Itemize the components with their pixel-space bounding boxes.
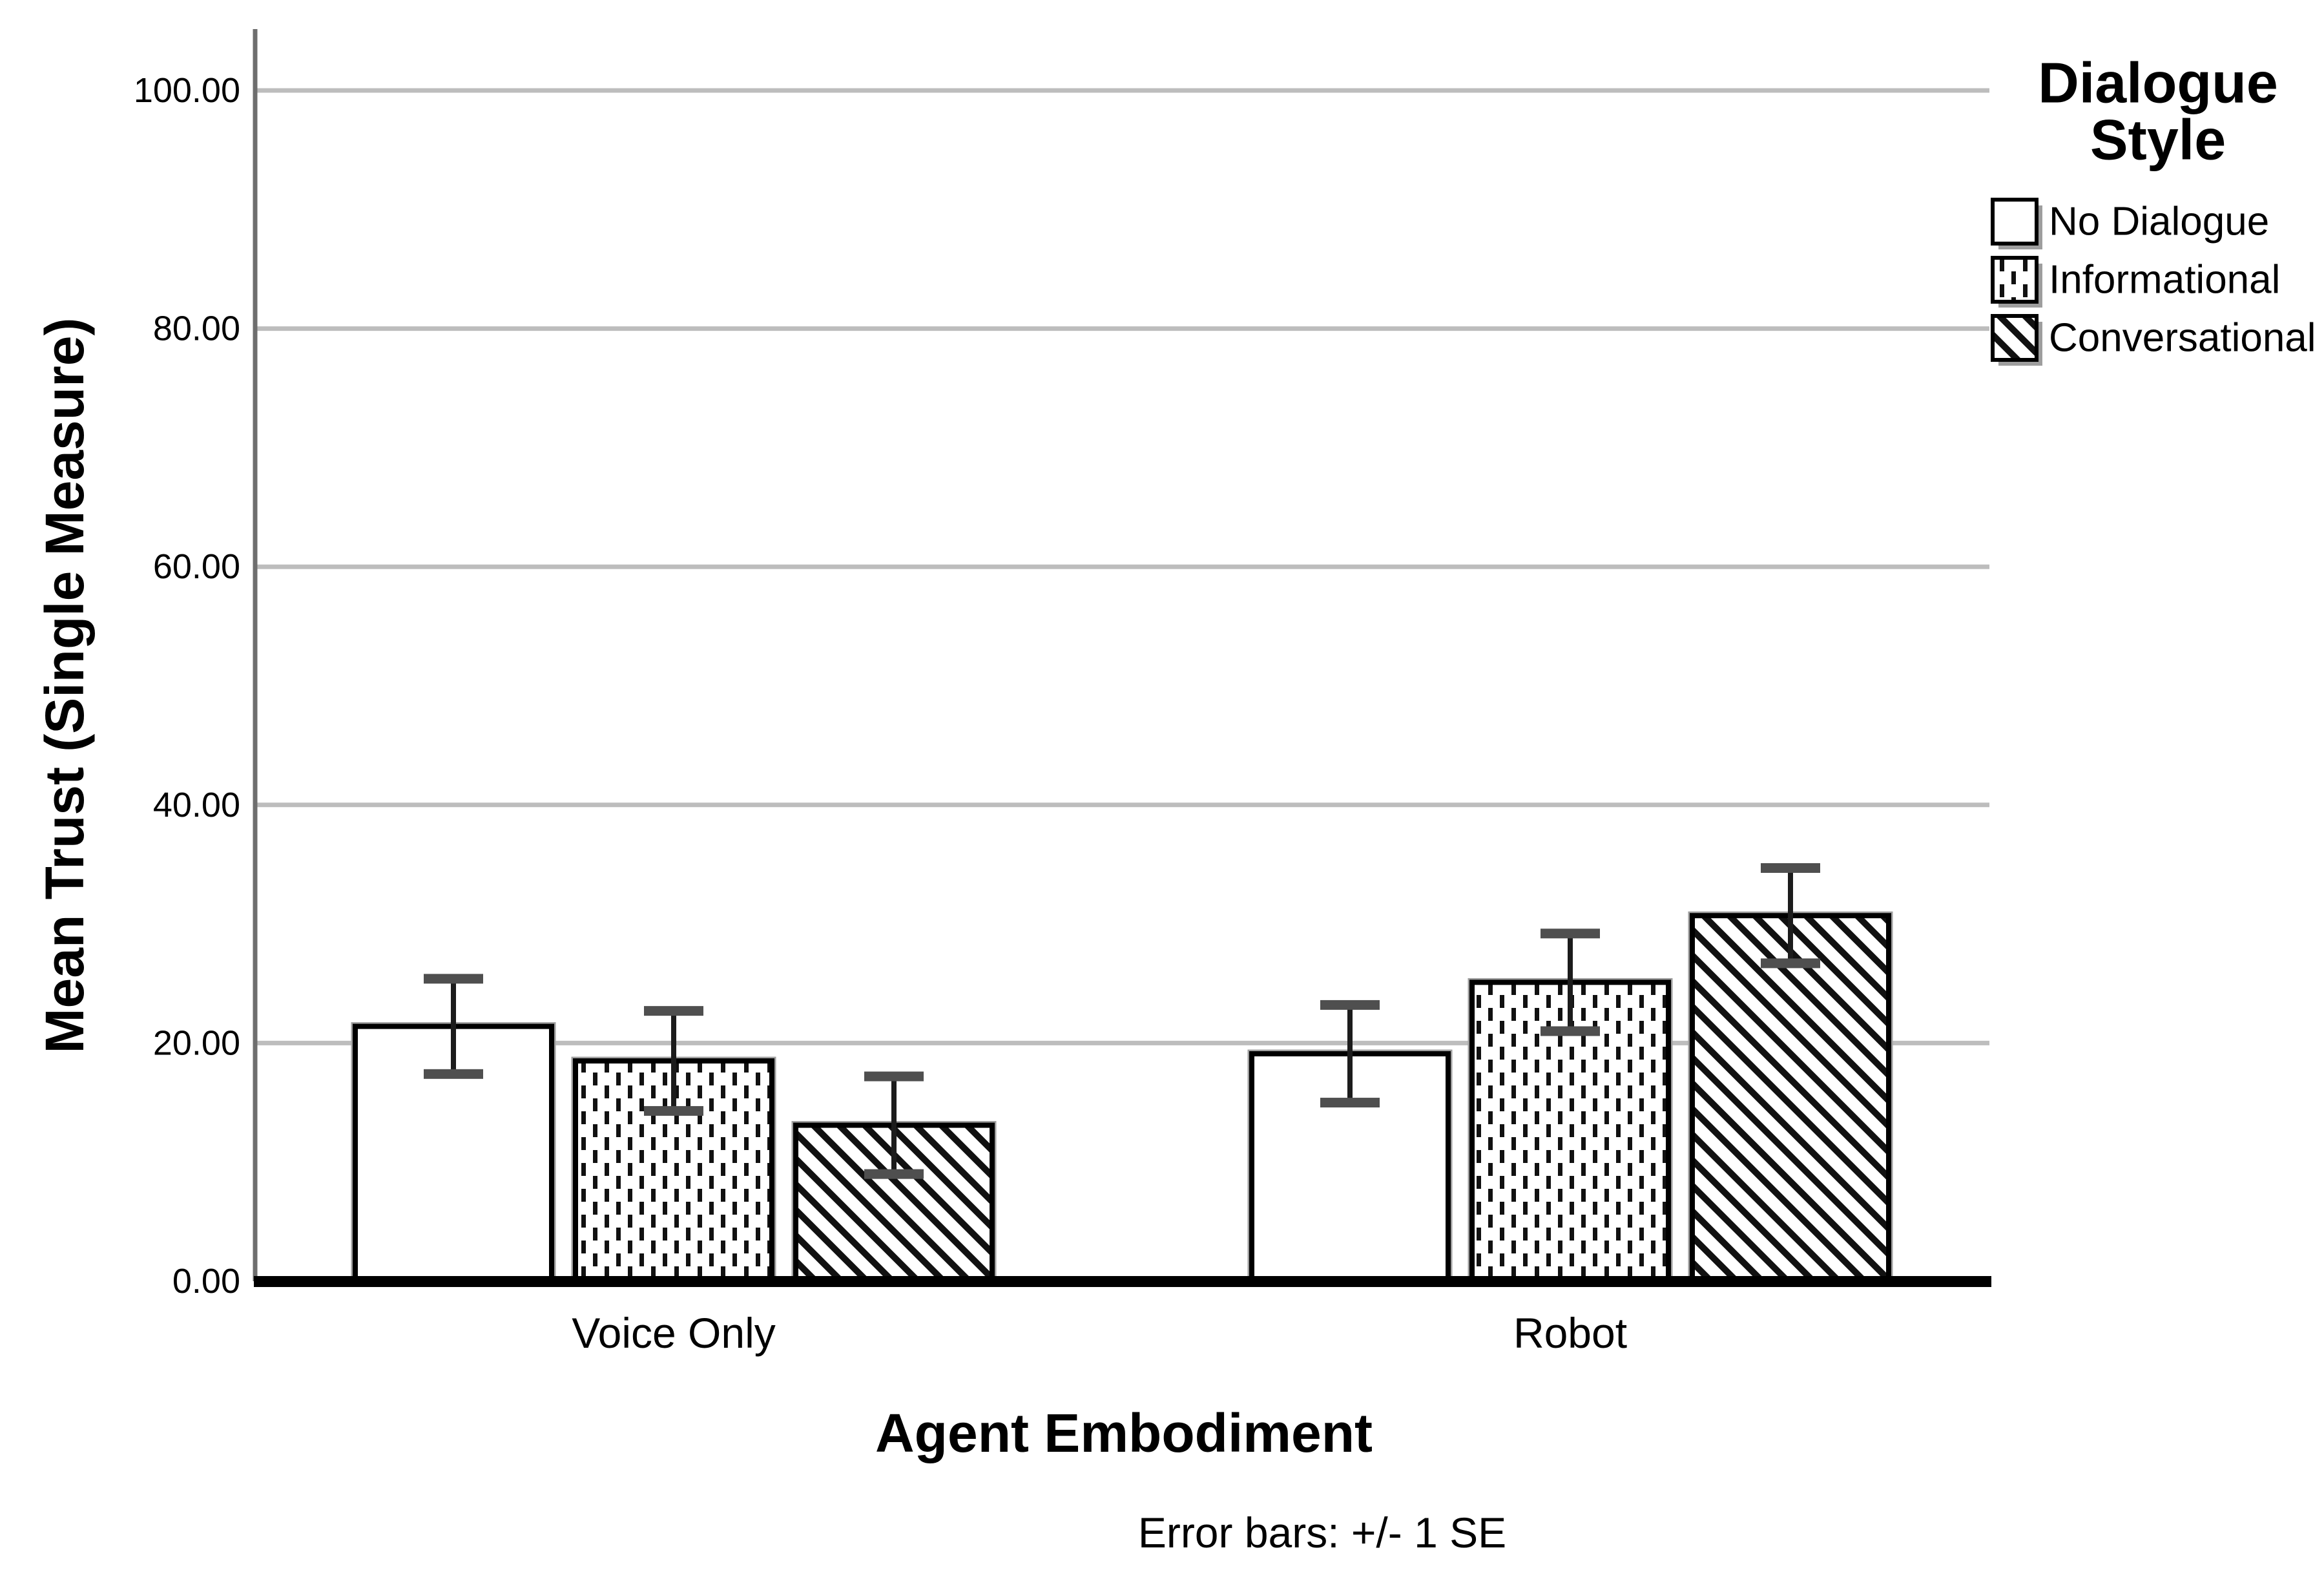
error-cap-bottom-no-dialogue-voice-only	[424, 1069, 483, 1079]
x-category-label-voice-only: Voice Only	[572, 1309, 776, 1357]
bar-conversational-robot	[1690, 913, 1891, 1284]
y-tick-label-100.00: 100.00	[134, 71, 240, 110]
x-axis-title: Agent Embodiment	[875, 1403, 1373, 1463]
legend-item-label-informational: Informational	[2049, 258, 2280, 302]
error-cap-bottom-no-dialogue-robot	[1320, 1098, 1380, 1108]
error-cap-top-no-dialogue-voice-only	[424, 974, 483, 984]
legend: Dialogue Style No Dialogue Informational C…	[1991, 51, 2316, 366]
legend-swatch-no-dialogue	[1991, 198, 2039, 246]
gridlines	[257, 88, 1989, 1045]
y-tick-labels: 0.00 20.00 40.00 60.00 80.00 100.00	[134, 71, 240, 1301]
error-cap-bottom-informational-robot	[1541, 1026, 1600, 1036]
error-cap-top-no-dialogue-robot	[1320, 1000, 1380, 1010]
y-axis-title: Mean Trust (Single Measure)	[34, 318, 95, 1054]
x-category-labels: Voice Only Robot	[572, 1309, 1627, 1357]
legend-item-label-conversational: Conversational	[2049, 316, 2316, 361]
legend-title-line-1: Dialogue	[2038, 51, 2278, 115]
error-cap-bottom-informational-voice-only	[644, 1105, 703, 1116]
y-tick-label-80.00: 80.00	[153, 309, 240, 348]
error-cap-bottom-conversational-robot	[1761, 958, 1820, 968]
error-cap-top-conversational-robot	[1761, 863, 1820, 873]
error-cap-top-informational-voice-only	[644, 1006, 703, 1016]
legend-title-line-2: Style	[2090, 108, 2226, 172]
legend-items: No Dialogue Informational Conversational	[1991, 198, 2316, 366]
error-cap-top-informational-robot	[1541, 928, 1600, 939]
legend-item-label-no-dialogue: No Dialogue	[2049, 200, 2269, 244]
x-baseline	[254, 1276, 1991, 1287]
error-cap-bottom-conversational-voice-only	[864, 1169, 924, 1179]
y-tick-label-20.00: 20.00	[153, 1023, 240, 1062]
legend-swatch-informational	[1991, 256, 2039, 304]
error-bars	[424, 863, 1820, 1179]
y-tick-label-0.00: 0.00	[172, 1262, 240, 1301]
y-tick-label-60.00: 60.00	[153, 547, 240, 586]
y-tick-label-40.00: 40.00	[153, 786, 240, 824]
bars	[351, 911, 1893, 1286]
legend-swatch-conversational	[1991, 314, 2039, 362]
x-category-label-robot: Robot	[1513, 1309, 1627, 1357]
error-cap-top-conversational-voice-only	[864, 1071, 924, 1082]
bar-informational-voice-only	[573, 1058, 774, 1284]
error-bars-note: Error bars: +/- 1 SE	[1138, 1509, 1506, 1556]
